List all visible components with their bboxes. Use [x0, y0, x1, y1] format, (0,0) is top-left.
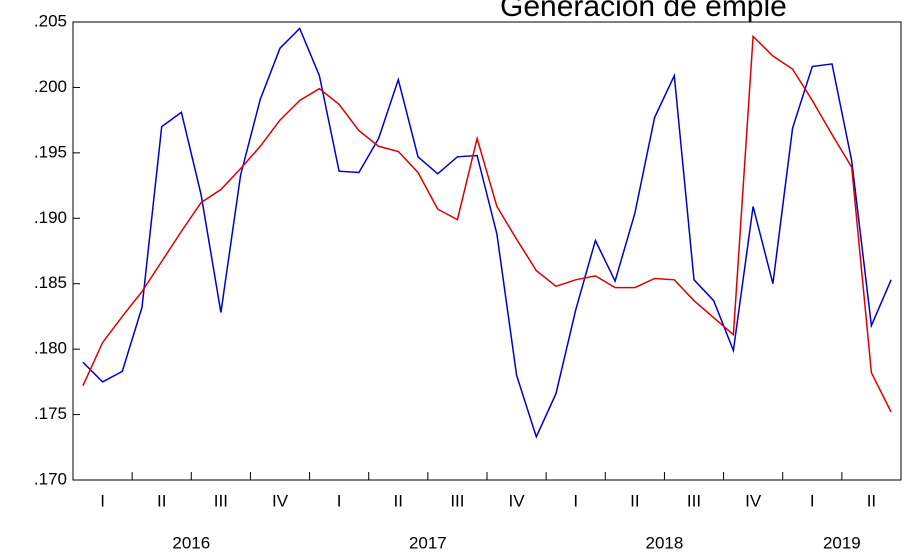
y-tick-label: .205	[34, 11, 67, 30]
y-tick-label: .175	[34, 404, 67, 423]
x-quarter-label: IV	[745, 491, 762, 510]
x-quarter-label: IV	[509, 491, 526, 510]
y-tick-label: .180	[34, 339, 67, 358]
x-quarter-label: III	[687, 491, 701, 510]
chart-title: Generación de emple	[500, 0, 787, 23]
y-tick-label: .190	[34, 208, 67, 227]
series-line	[82, 27, 892, 439]
x-quarter-label: II	[630, 491, 639, 510]
x-quarter-label: II	[394, 491, 403, 510]
x-year-label: 2019	[823, 533, 861, 552]
x-quarter-label: II	[867, 491, 876, 510]
x-year-label: 2016	[172, 533, 210, 552]
x-year-label: 2017	[409, 533, 447, 552]
x-quarter-label: I	[100, 491, 105, 510]
y-tick-label: .200	[34, 77, 67, 96]
y-tick-label: .185	[34, 273, 67, 292]
x-quarter-label: I	[573, 491, 578, 510]
x-quarter-label: IV	[272, 491, 289, 510]
x-quarter-label: III	[450, 491, 464, 510]
series-line	[82, 34, 892, 413]
x-quarter-label: II	[157, 491, 166, 510]
x-year-label: 2018	[646, 533, 684, 552]
x-quarter-label: III	[214, 491, 228, 510]
y-tick-label: .195	[34, 142, 67, 161]
x-quarter-label: I	[337, 491, 342, 510]
y-tick-label: .170	[34, 469, 67, 488]
x-quarter-label: I	[810, 491, 815, 510]
